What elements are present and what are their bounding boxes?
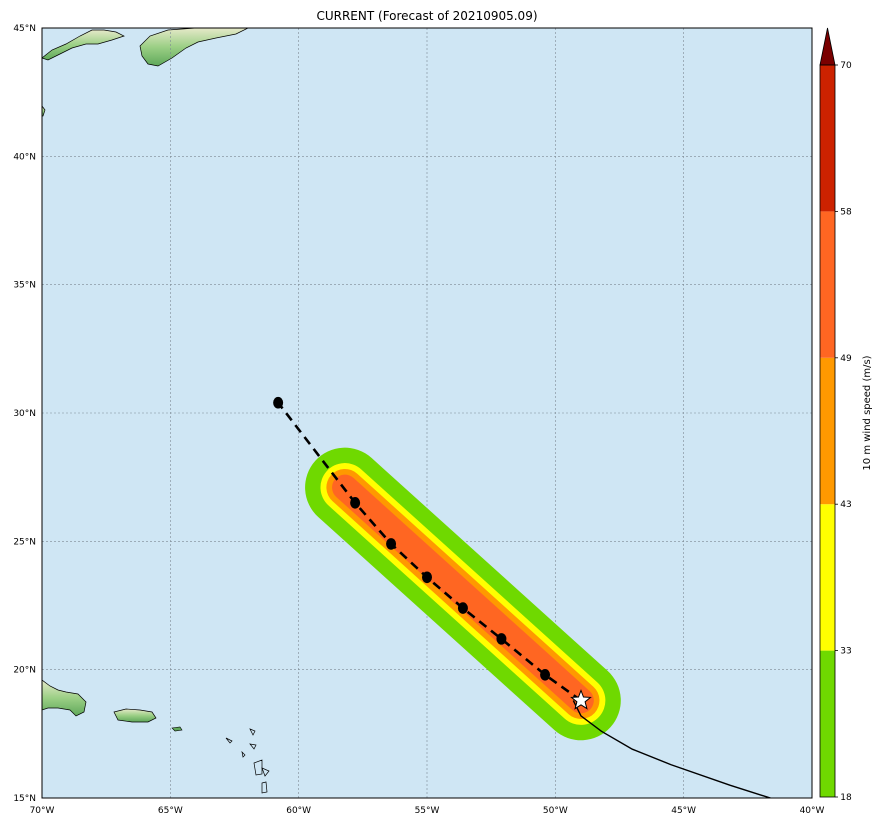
forecast-track-line <box>277 401 582 702</box>
colorbar-extend-arrow <box>819 27 836 66</box>
land-island-6 <box>261 767 270 777</box>
forecast-point <box>540 669 551 681</box>
forecast-point <box>273 396 284 409</box>
land-cape-breton-edge <box>42 105 46 117</box>
observed-track-line <box>572 700 773 798</box>
wind-swath <box>305 447 621 741</box>
colorbar: 18 33 43 49 58 70 <box>819 27 852 803</box>
map-title: CURRENT (Forecast of 20210905.09) <box>316 9 537 23</box>
lon-tick-label: 40°W <box>800 806 825 816</box>
colorbar-tick-label: 33 <box>840 647 851 657</box>
colorbar-segment <box>820 65 835 212</box>
colorbar-tick-label: 49 <box>840 354 852 364</box>
lon-tick-label: 45°W <box>671 806 696 816</box>
colorbar-segment <box>820 357 835 505</box>
land-island-7 <box>261 781 268 794</box>
swath-band-49 <box>332 474 594 714</box>
lat-tick-label: 30°N <box>13 409 36 419</box>
forecast-points <box>273 396 551 681</box>
lon-tick-label: 70°W <box>30 806 55 816</box>
colorbar-segment <box>820 211 835 358</box>
land-island-4 <box>241 750 246 758</box>
lon-tick-label: 55°W <box>415 806 440 816</box>
forecast-point <box>457 602 468 614</box>
lat-tick-label: 20°N <box>13 666 36 676</box>
lon-tick-label: 60°W <box>286 806 311 816</box>
land-island-1 <box>225 737 233 744</box>
colorbar-segment <box>820 650 835 797</box>
lat-tick-label: 45°N <box>13 24 36 34</box>
forecast-point <box>496 633 507 645</box>
lat-tick-label: 15°N <box>13 794 36 804</box>
colorbar-tick-label: 58 <box>840 207 852 217</box>
colorbar-frame <box>819 64 836 798</box>
colorbar-tick-label: 43 <box>840 500 851 510</box>
land-hispaniola <box>42 679 87 717</box>
longitude-tick-labels: 70°W 65°W 60°W 55°W 50°W 45°W 40°W <box>30 806 825 816</box>
colorbar-tick-label: 70 <box>840 61 852 71</box>
land-virgin-islands <box>171 726 183 732</box>
land-puerto-rico <box>113 708 157 723</box>
colorbar-segment <box>820 504 835 651</box>
forecast-point <box>386 538 397 550</box>
forecast-point <box>422 571 432 584</box>
lon-tick-label: 50°W <box>543 806 568 816</box>
latitude-tick-labels: 15°N 20°N 25°N 30°N 35°N 40°N 45°N <box>13 24 36 804</box>
forecast-point <box>350 497 361 509</box>
lat-tick-label: 35°N <box>13 281 36 291</box>
land-island-3 <box>249 743 257 750</box>
lat-tick-label: 40°N <box>13 152 36 162</box>
land-island-2 <box>249 728 256 736</box>
land-nova-scotia <box>42 29 125 61</box>
graticule <box>42 28 812 798</box>
lat-tick-label: 25°N <box>13 537 36 547</box>
land-newfoundland <box>139 28 249 67</box>
map-frame <box>41 27 813 799</box>
lon-tick-label: 65°W <box>158 806 183 816</box>
colorbar-label: 10 m wind speed (m/s) <box>862 355 873 470</box>
colorbar-tick-label: 18 <box>840 793 852 803</box>
current-position-star-icon <box>570 689 592 710</box>
land-island-5 <box>253 759 263 776</box>
